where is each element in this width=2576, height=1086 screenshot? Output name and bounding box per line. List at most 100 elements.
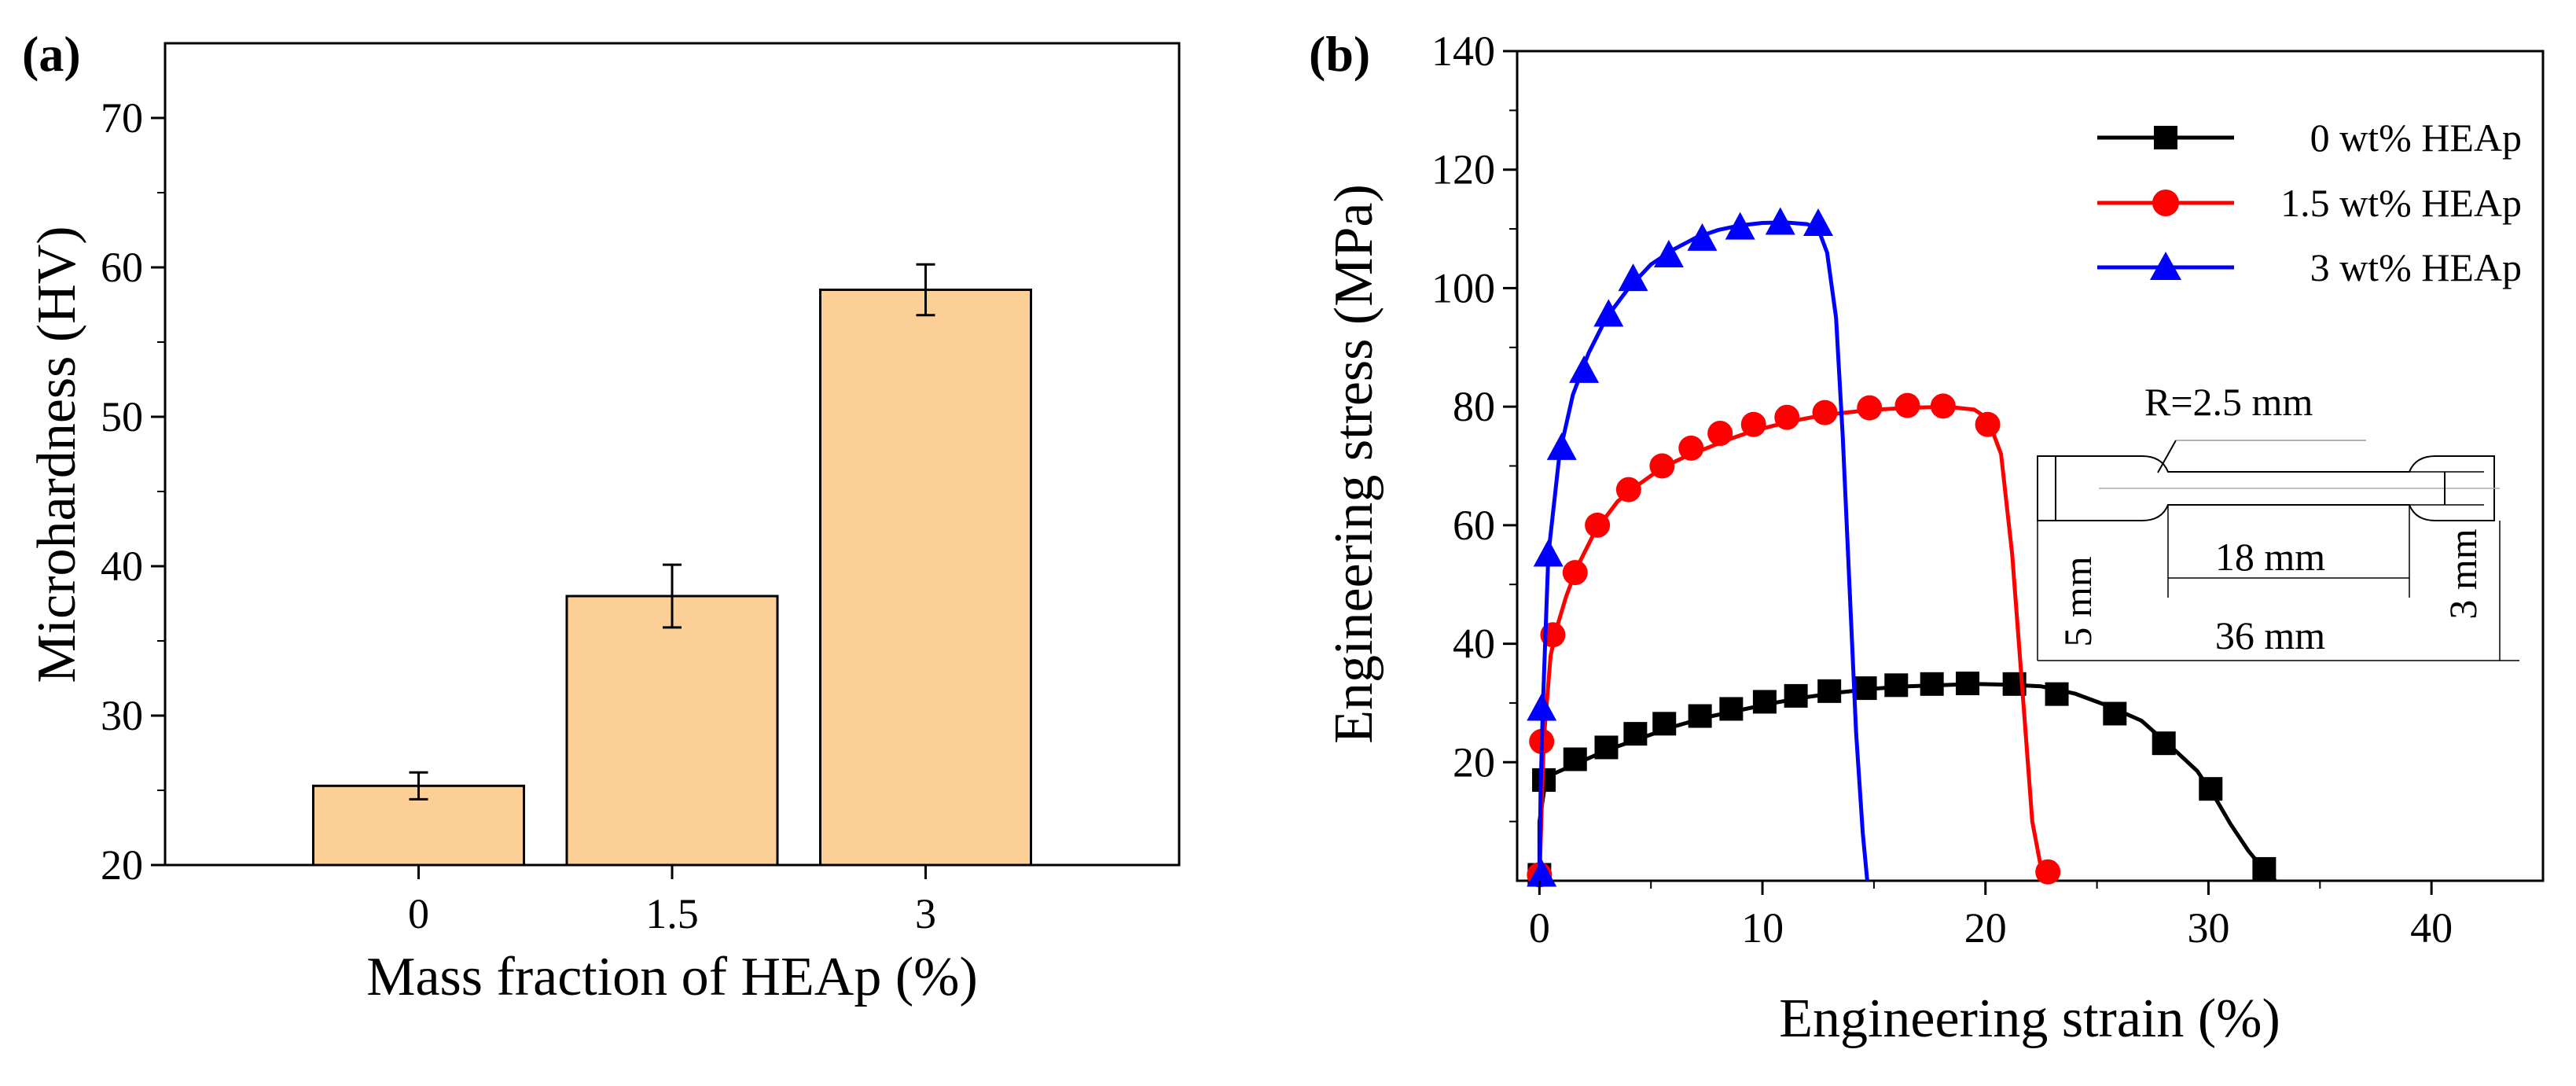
panel-b-line-chart: (b) 20 40 60 80 100 120 140 0 10 20 30 40 Engineer… xyxy=(1309,26,2545,1049)
data-point-circle xyxy=(1649,453,1675,479)
inset-label-36mm: 36 mm xyxy=(2215,613,2325,657)
data-point-circle xyxy=(1894,392,1920,418)
data-point-square xyxy=(1652,712,1677,736)
data-point-circle xyxy=(1678,435,1704,461)
panel-b-legend: 0 wt% HEAp 1.5 wt% HEAp 3 wt% HEAp xyxy=(2097,116,2522,289)
y-tick-label: 40 xyxy=(1453,620,1495,668)
data-point-circle xyxy=(1585,512,1611,538)
y-tick-label: 100 xyxy=(1431,264,1495,311)
x-tick-label: 30 xyxy=(2187,904,2229,952)
panel-a-y-axis: 20 30 40 50 60 70 xyxy=(101,94,165,889)
y-tick-label: 40 xyxy=(101,543,143,590)
data-point-circle xyxy=(1562,560,1588,586)
data-point-square xyxy=(1719,697,1744,721)
data-point-circle xyxy=(1812,399,1838,425)
legend-triangle-marker xyxy=(2150,252,2181,280)
data-point-triangle xyxy=(1527,859,1557,887)
legend-entry-2: 3 wt% HEAp xyxy=(2097,245,2522,289)
data-point-square xyxy=(1884,673,1909,698)
data-point-square xyxy=(1752,690,1777,714)
panel-b-y-axis: 20 40 60 80 100 120 140 xyxy=(1431,28,1517,823)
data-point-square xyxy=(1853,676,1877,701)
specimen-schematic xyxy=(2037,440,2519,661)
data-point-triangle xyxy=(1569,355,1600,383)
data-point-triangle xyxy=(1725,212,1755,240)
legend-label-1: 1.5 wt% HEAp xyxy=(2280,181,2522,225)
inset-label-radius: R=2.5 mm xyxy=(2144,380,2313,424)
specimen-outline xyxy=(2037,455,2495,521)
data-point-square xyxy=(1920,672,1944,696)
data-point-circle xyxy=(1615,477,1641,503)
y-tick-label: 50 xyxy=(101,393,143,440)
data-point-circle xyxy=(1774,404,1800,430)
data-point-circle xyxy=(1857,395,1883,421)
bar xyxy=(565,595,779,867)
y-tick-label: 60 xyxy=(1453,502,1495,549)
x-tick-label: 0 xyxy=(408,890,429,937)
x-tick-label: 20 xyxy=(1964,904,2007,952)
x-tick-label: 10 xyxy=(1741,904,1784,952)
data-point-triangle xyxy=(1618,263,1648,292)
bar xyxy=(819,289,1032,867)
data-point-square xyxy=(1688,704,1712,728)
panel-a-x-axis-title: Mass fraction of HEAp (%) xyxy=(366,947,978,1007)
y-tick-label: 60 xyxy=(101,244,143,291)
panel-b-series xyxy=(1527,207,2277,888)
legend-label-2: 3 wt% HEAp xyxy=(2310,245,2522,289)
data-point-square xyxy=(2103,701,2127,726)
series-line-2 xyxy=(1537,220,1869,882)
data-point-square xyxy=(2152,731,2176,756)
data-point-triangle xyxy=(1533,539,1564,567)
inset-label-5mm: 5 mm xyxy=(2056,556,2100,646)
series-line-0 xyxy=(1537,682,2277,882)
y-tick-label: 70 xyxy=(101,94,143,142)
data-point-square xyxy=(1784,683,1808,708)
panel-b-x-axis: 0 10 20 30 40 xyxy=(1529,881,2453,952)
data-point-circle xyxy=(1740,411,1766,437)
legend-label-0: 0 wt% HEAp xyxy=(2310,116,2522,160)
panel-b-x-axis-title: Engineering strain (%) xyxy=(1779,988,2280,1049)
data-point-triangle xyxy=(1653,239,1684,267)
data-point-triangle xyxy=(1527,693,1557,721)
panel-a-x-axis: 0 1.5 3 xyxy=(408,865,936,937)
data-point-square xyxy=(1563,747,1587,771)
panel-a-y-axis-title: Microhardness (HV) xyxy=(27,226,87,683)
data-point-square xyxy=(1956,672,1980,696)
x-tick-label: 1.5 xyxy=(645,890,699,937)
data-point-circle xyxy=(1707,421,1733,447)
data-point-circle xyxy=(2035,859,2061,885)
data-point-triangle xyxy=(1802,208,1833,237)
y-tick-label: 80 xyxy=(1453,383,1495,430)
panel-a-label: (a) xyxy=(22,26,81,82)
inset-label-3mm: 3 mm xyxy=(2441,528,2485,619)
data-point-square xyxy=(2199,777,2223,801)
y-tick-label: 20 xyxy=(1453,738,1495,786)
legend-entry-0: 0 wt% HEAp xyxy=(2097,116,2522,160)
data-point-square xyxy=(1623,722,1648,746)
data-point-circle xyxy=(1930,393,1956,419)
y-tick-label: 120 xyxy=(1431,146,1495,193)
x-tick-label: 3 xyxy=(915,890,936,937)
data-point-square xyxy=(2252,856,2277,881)
y-tick-label: 30 xyxy=(101,692,143,739)
panel-b-label: (b) xyxy=(1309,26,1370,82)
x-tick-label: 40 xyxy=(2410,904,2453,952)
data-point-square xyxy=(1817,679,1842,703)
y-tick-label: 140 xyxy=(1431,28,1495,75)
inset-label-18mm: 18 mm xyxy=(2215,535,2325,579)
data-point-triangle xyxy=(1765,207,1795,235)
data-point-circle xyxy=(1975,411,2001,437)
y-tick-label: 20 xyxy=(101,841,143,889)
panel-a-error-bars xyxy=(409,263,935,801)
legend-square-marker xyxy=(2154,126,2177,149)
data-point-square xyxy=(1594,735,1619,760)
panel-b-y-axis-title: Engineering stress (MPa) xyxy=(1324,184,1384,744)
series-line-1 xyxy=(1537,405,2050,882)
data-point-triangle xyxy=(1593,299,1624,327)
x-tick-label: 0 xyxy=(1529,904,1550,952)
legend-circle-marker xyxy=(2152,190,2179,216)
legend-entry-1: 1.5 wt% HEAp xyxy=(2097,181,2522,225)
data-point-triangle xyxy=(1546,432,1577,460)
